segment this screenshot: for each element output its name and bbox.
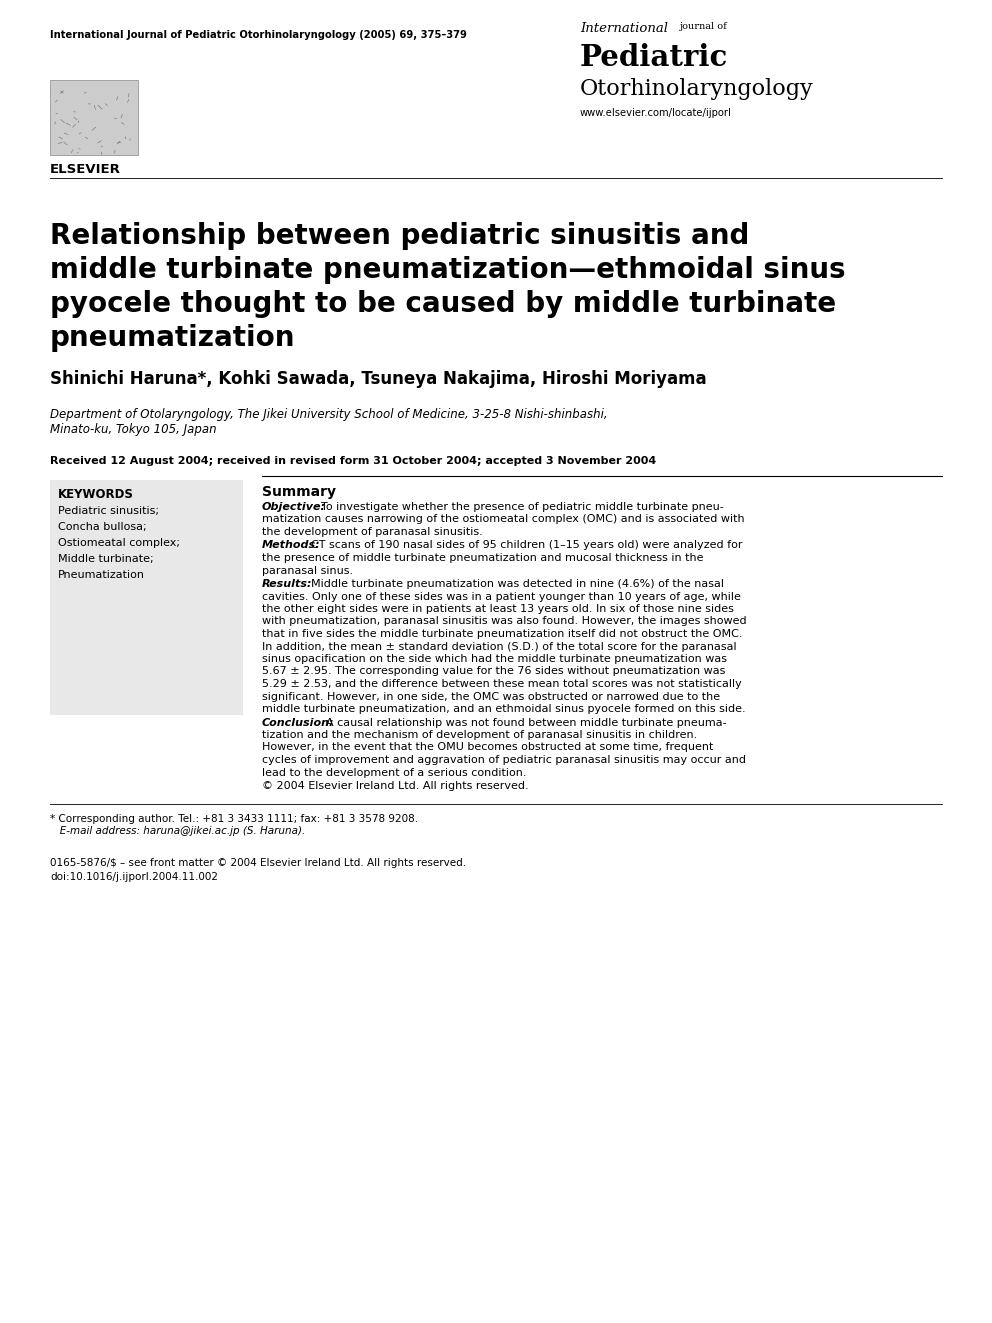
Text: lead to the development of a serious condition.: lead to the development of a serious con… bbox=[262, 767, 527, 778]
Text: 5.67 ± 2.95. The corresponding value for the 76 sides without pneumatization was: 5.67 ± 2.95. The corresponding value for… bbox=[262, 667, 725, 676]
Text: the development of paranasal sinusitis.: the development of paranasal sinusitis. bbox=[262, 527, 483, 537]
Text: A causal relationship was not found between middle turbinate pneuma-: A causal relationship was not found betw… bbox=[319, 717, 727, 728]
Text: Pneumatization: Pneumatization bbox=[58, 570, 145, 579]
Text: However, in the event that the OMU becomes obstructed at some time, frequent: However, in the event that the OMU becom… bbox=[262, 742, 713, 753]
Text: Minato-ku, Tokyo 105, Japan: Minato-ku, Tokyo 105, Japan bbox=[50, 423, 216, 437]
Text: 0165-5876/$ – see front matter © 2004 Elsevier Ireland Ltd. All rights reserved.: 0165-5876/$ – see front matter © 2004 El… bbox=[50, 859, 466, 868]
Text: matization causes narrowing of the ostiomeatal complex (OMC) and is associated w: matization causes narrowing of the ostio… bbox=[262, 515, 745, 524]
Text: sinus opacification on the side which had the middle turbinate pneumatization wa: sinus opacification on the side which ha… bbox=[262, 654, 727, 664]
Text: pyocele thought to be caused by middle turbinate: pyocele thought to be caused by middle t… bbox=[50, 290, 836, 318]
Text: Otorhinolaryngology: Otorhinolaryngology bbox=[580, 78, 813, 101]
Text: that in five sides the middle turbinate pneumatization itself did not obstruct t: that in five sides the middle turbinate … bbox=[262, 628, 742, 639]
Text: KEYWORDS: KEYWORDS bbox=[58, 488, 134, 501]
Text: Department of Otolaryngology, The Jikei University School of Medicine, 3-25-8 Ni: Department of Otolaryngology, The Jikei … bbox=[50, 407, 608, 421]
Text: International: International bbox=[580, 22, 668, 34]
Text: the presence of middle turbinate pneumatization and mucosal thickness in the: the presence of middle turbinate pneumat… bbox=[262, 553, 703, 564]
Text: Received 12 August 2004; received in revised form 31 October 2004; accepted 3 No: Received 12 August 2004; received in rev… bbox=[50, 456, 657, 466]
Text: Summary: Summary bbox=[262, 486, 336, 499]
Text: Shinichi Haruna*, Kohki Sawada, Tsuneya Nakajima, Hiroshi Moriyama: Shinichi Haruna*, Kohki Sawada, Tsuneya … bbox=[50, 370, 706, 388]
Text: Ostiomeatal complex;: Ostiomeatal complex; bbox=[58, 538, 180, 548]
Text: tization and the mechanism of development of paranasal sinusitis in children.: tization and the mechanism of developmen… bbox=[262, 730, 697, 740]
Text: 5.29 ± 2.53, and the difference between these mean total scores was not statisti: 5.29 ± 2.53, and the difference between … bbox=[262, 679, 742, 689]
Text: To investigate whether the presence of pediatric middle turbinate pneu-: To investigate whether the presence of p… bbox=[314, 501, 724, 512]
Text: © 2004 Elsevier Ireland Ltd. All rights reserved.: © 2004 Elsevier Ireland Ltd. All rights … bbox=[262, 781, 529, 791]
Text: pneumatization: pneumatization bbox=[50, 324, 296, 352]
Text: In addition, the mean ± standard deviation (S.D.) of the total score for the par: In addition, the mean ± standard deviati… bbox=[262, 642, 737, 651]
Text: Pediatric: Pediatric bbox=[580, 44, 728, 71]
Text: paranasal sinus.: paranasal sinus. bbox=[262, 565, 353, 576]
Text: * Corresponding author. Tel.: +81 3 3433 1111; fax: +81 3 3578 9208.: * Corresponding author. Tel.: +81 3 3433… bbox=[50, 814, 418, 823]
Text: middle turbinate pneumatization—ethmoidal sinus: middle turbinate pneumatization—ethmoida… bbox=[50, 255, 845, 284]
Text: doi:10.1016/j.ijporl.2004.11.002: doi:10.1016/j.ijporl.2004.11.002 bbox=[50, 872, 218, 881]
Text: Methods:: Methods: bbox=[262, 541, 320, 550]
Text: Results:: Results: bbox=[262, 579, 312, 589]
Text: www.elsevier.com/locate/ijporl: www.elsevier.com/locate/ijporl bbox=[580, 108, 732, 118]
Text: cavities. Only one of these sides was in a patient younger than 10 years of age,: cavities. Only one of these sides was in… bbox=[262, 591, 741, 602]
Text: Concha bullosa;: Concha bullosa; bbox=[58, 523, 147, 532]
Text: significant. However, in one side, the OMC was obstructed or narrowed due to the: significant. However, in one side, the O… bbox=[262, 692, 720, 701]
Text: International Journal of Pediatric Otorhinolaryngology (2005) 69, 375–379: International Journal of Pediatric Otorh… bbox=[50, 30, 467, 40]
Text: Pediatric sinusitis;: Pediatric sinusitis; bbox=[58, 505, 159, 516]
Text: CT scans of 190 nasal sides of 95 children (1–15 years old) were analyzed for: CT scans of 190 nasal sides of 95 childr… bbox=[304, 541, 742, 550]
Text: Middle turbinate pneumatization was detected in nine (4.6%) of the nasal: Middle turbinate pneumatization was dete… bbox=[304, 579, 723, 589]
Text: Relationship between pediatric sinusitis and: Relationship between pediatric sinusitis… bbox=[50, 222, 749, 250]
Text: Objective:: Objective: bbox=[262, 501, 326, 512]
Text: Conclusion:: Conclusion: bbox=[262, 717, 334, 728]
Text: cycles of improvement and aggravation of pediatric paranasal sinusitis may occur: cycles of improvement and aggravation of… bbox=[262, 755, 746, 765]
Text: the other eight sides were in patients at least 13 years old. In six of those ni: the other eight sides were in patients a… bbox=[262, 605, 734, 614]
Text: journal of: journal of bbox=[680, 22, 728, 30]
FancyBboxPatch shape bbox=[50, 79, 138, 155]
Text: with pneumatization, paranasal sinusitis was also found. However, the images sho: with pneumatization, paranasal sinusitis… bbox=[262, 617, 747, 627]
Text: ELSEVIER: ELSEVIER bbox=[50, 163, 121, 176]
Text: E-mail address: haruna@jikei.ac.jp (S. Haruna).: E-mail address: haruna@jikei.ac.jp (S. H… bbox=[50, 827, 306, 836]
FancyBboxPatch shape bbox=[50, 480, 243, 714]
Text: middle turbinate pneumatization, and an ethmoidal sinus pyocele formed on this s: middle turbinate pneumatization, and an … bbox=[262, 704, 746, 714]
Text: Middle turbinate;: Middle turbinate; bbox=[58, 554, 154, 564]
